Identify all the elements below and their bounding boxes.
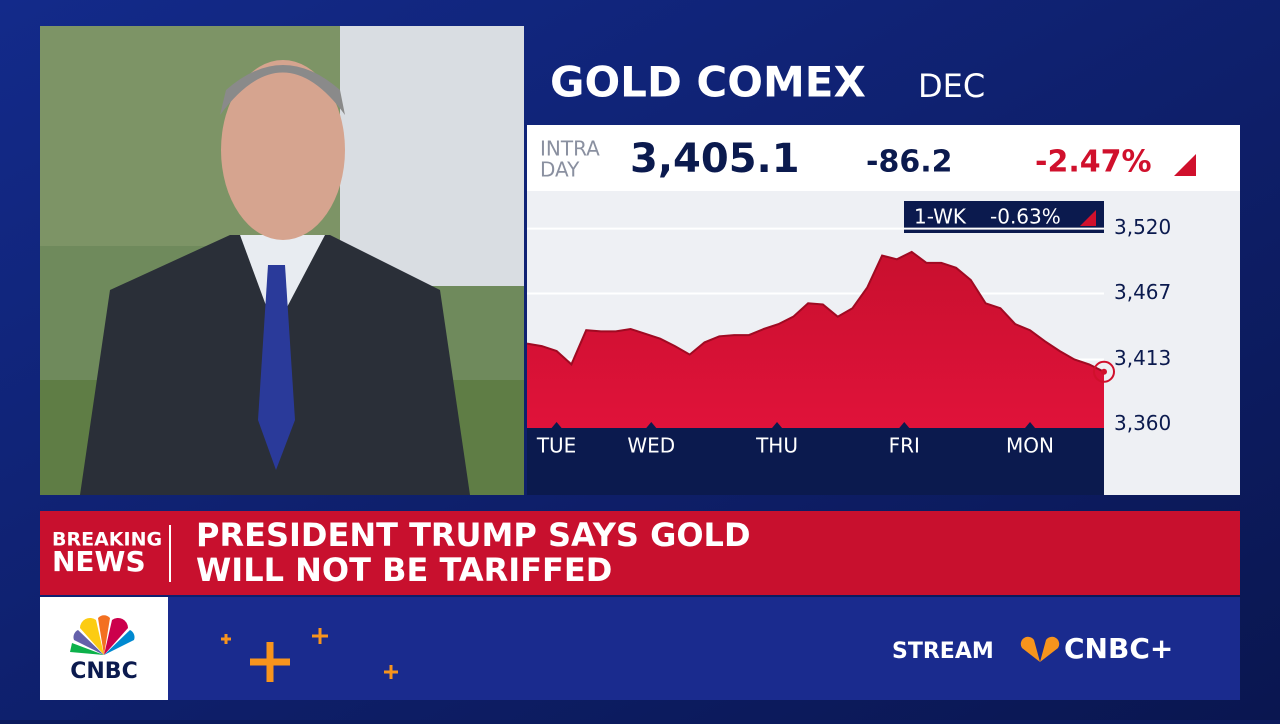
y-tick-label: 3,520 bbox=[1114, 215, 1171, 239]
video-feed bbox=[40, 26, 524, 495]
headline: WILL NOT BE TARIFFED bbox=[196, 551, 612, 589]
brand: CNBC+ bbox=[1064, 632, 1173, 665]
x-tick bbox=[551, 422, 562, 428]
x-tick-label: TUE bbox=[536, 434, 577, 458]
ticker bbox=[40, 511, 1240, 595]
area bbox=[527, 251, 1104, 428]
x-tick-label: MON bbox=[1006, 434, 1054, 458]
contract: DEC bbox=[918, 67, 985, 105]
quote-label: DAY bbox=[540, 158, 580, 182]
brand-logo bbox=[1020, 636, 1060, 662]
percent-change: -2.47% bbox=[1035, 145, 1152, 180]
badge-arrow bbox=[1080, 210, 1096, 226]
last-point-dot bbox=[1101, 368, 1107, 375]
decoration bbox=[221, 628, 398, 679]
ticker-label: BREAKING bbox=[52, 529, 162, 551]
title: GOLD COMEX bbox=[550, 58, 866, 107]
quote-panel bbox=[527, 125, 1240, 191]
badge-label: 1-WK bbox=[914, 205, 967, 229]
change: -86.2 bbox=[866, 145, 952, 180]
logo-text: CNBC bbox=[70, 659, 137, 684]
x-tick bbox=[1025, 422, 1036, 428]
y-tick-label: 3,360 bbox=[1114, 411, 1171, 435]
line bbox=[526, 250, 1105, 373]
decoration bbox=[250, 642, 290, 682]
badge bbox=[904, 201, 1104, 233]
y-tick-label: 3,413 bbox=[1114, 346, 1171, 370]
x-tick-label: THU bbox=[755, 434, 798, 458]
quote-label: INTRA bbox=[540, 137, 600, 161]
x-tick bbox=[772, 422, 783, 428]
x-axis-band bbox=[527, 428, 1104, 495]
ticker-label: NEWS bbox=[52, 545, 146, 578]
down-arrow bbox=[1174, 154, 1196, 176]
headline: PRESIDENT TRUMP SAYS GOLD bbox=[196, 516, 751, 554]
peacock bbox=[70, 615, 135, 655]
footer bbox=[40, 597, 1240, 700]
x-tick bbox=[646, 422, 657, 428]
price: 3,405.1 bbox=[630, 136, 800, 182]
y-tick-label: 3,467 bbox=[1114, 280, 1171, 304]
last-point bbox=[1093, 360, 1115, 383]
stream-label: STREAM bbox=[892, 639, 994, 664]
x-tick bbox=[899, 422, 910, 428]
x-tick-label: FRI bbox=[889, 434, 920, 458]
badge-value: -0.63% bbox=[990, 205, 1061, 229]
x-tick-label: WED bbox=[627, 434, 675, 458]
chart: 3,360 3,413 3,467 3,520 TUE WED THU FRI MON bbox=[526, 215, 1171, 458]
